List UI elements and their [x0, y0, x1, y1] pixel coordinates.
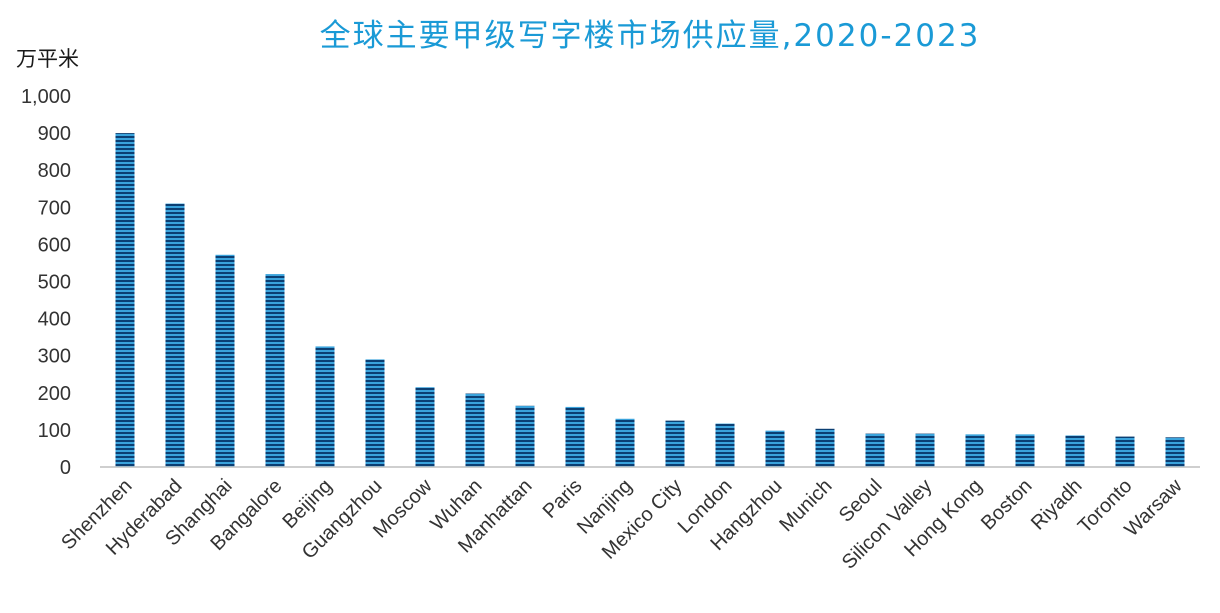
bar	[915, 433, 935, 467]
bar	[365, 359, 385, 467]
bar	[815, 428, 835, 467]
bars-group	[115, 133, 1185, 467]
bar	[1065, 435, 1085, 467]
y-tick-label: 900	[38, 123, 71, 145]
y-tick-label: 300	[38, 346, 71, 368]
bar	[1015, 434, 1035, 467]
y-tick-label: 700	[38, 197, 71, 219]
chart-title: 全球主要甲级写字楼市场供应量,2020-2023	[320, 18, 981, 54]
bar	[165, 203, 185, 467]
bar	[715, 423, 735, 467]
bar	[115, 133, 135, 467]
bar	[465, 393, 485, 467]
y-tick-label: 1,000	[21, 86, 71, 108]
x-tick-label: Boston	[977, 475, 1037, 535]
bar	[415, 387, 435, 467]
bar	[315, 346, 335, 467]
bar	[615, 418, 635, 467]
bar	[765, 430, 785, 467]
bar	[965, 434, 985, 467]
x-tick-label: Munich	[775, 475, 836, 536]
y-tick-label: 600	[38, 234, 71, 256]
y-tick-label: 0	[60, 457, 71, 479]
bar	[565, 406, 585, 467]
y-axis-ticks: 0 100 200 300 400 500 600 700 800 900 1,000	[21, 86, 71, 479]
bar	[215, 254, 235, 467]
y-tick-label: 800	[38, 160, 71, 182]
bar	[865, 433, 885, 467]
bar	[265, 274, 285, 467]
bar	[515, 405, 535, 467]
x-axis-ticks: ShenzhenHyderabadShanghaiBangaloreBeijin…	[57, 475, 1187, 574]
y-tick-label: 100	[38, 420, 71, 442]
y-tick-label: 400	[38, 309, 71, 331]
bar	[1115, 436, 1135, 467]
bar	[665, 420, 685, 467]
y-tick-label: 200	[38, 383, 71, 405]
bar	[1165, 437, 1185, 467]
y-axis-unit-label: 万平米	[16, 47, 79, 71]
y-tick-label: 500	[38, 272, 71, 294]
